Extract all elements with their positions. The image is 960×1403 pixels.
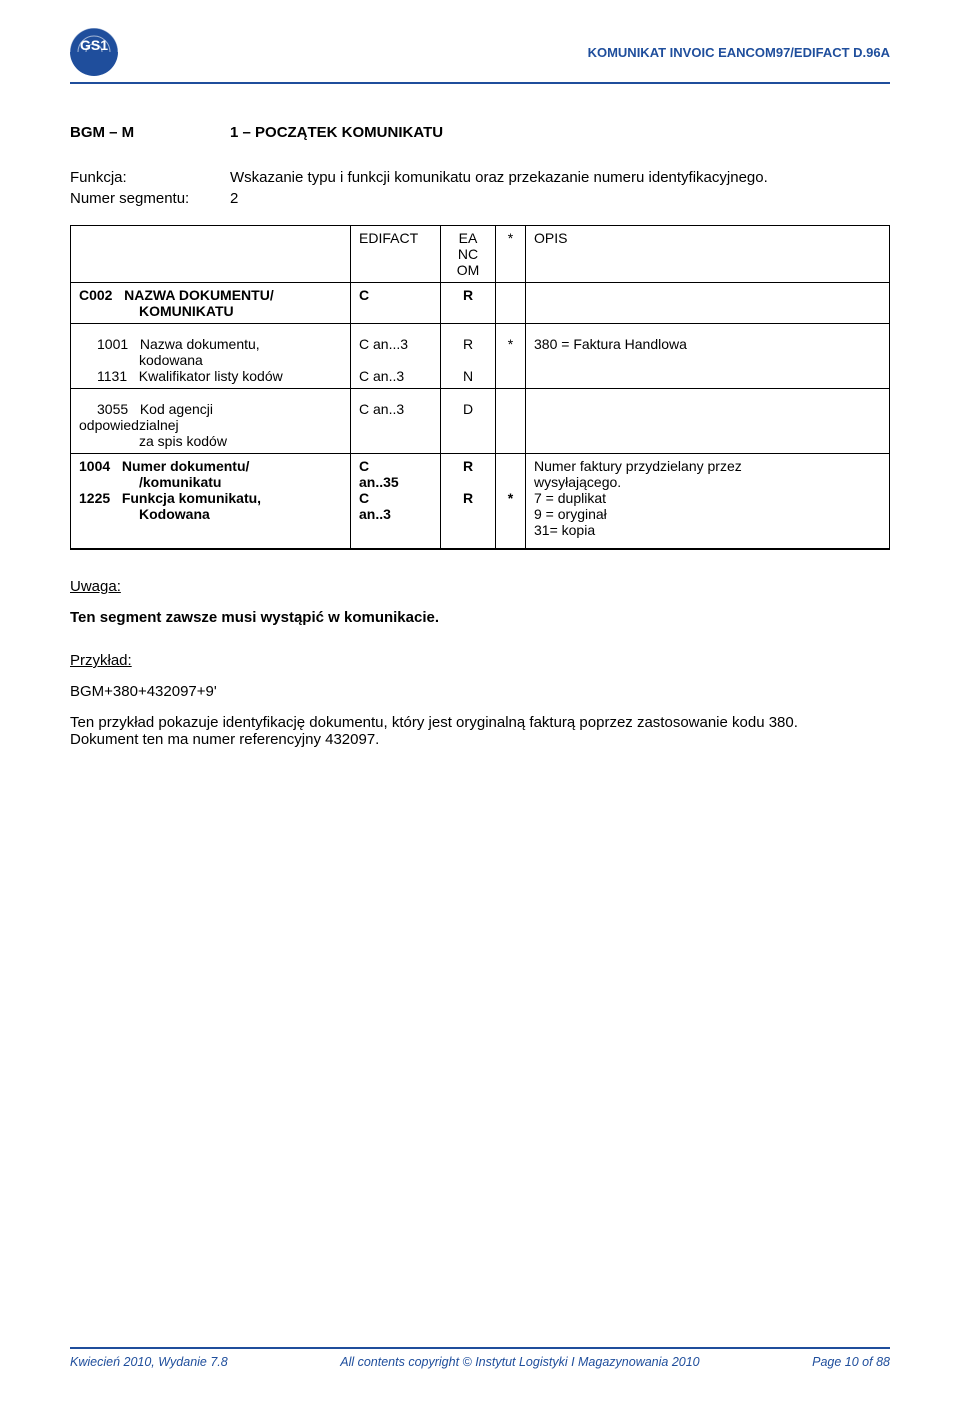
cell-code3: 1131 <box>79 368 127 384</box>
cell-edi3: C an..3 <box>359 368 404 384</box>
segment-table: EDIFACT EA NC OM * OPIS C002 NAZWA DOKUM… <box>70 225 890 550</box>
numer-row: Numer segmentu: 2 <box>70 190 890 207</box>
funkcja-row: Funkcja: Wskazanie typu i funkcji komuni… <box>70 169 890 186</box>
funkcja-label: Funkcja: <box>70 169 230 186</box>
th-ea1: EA <box>459 230 478 246</box>
footer-right: Page 10 of 88 <box>812 1355 890 1369</box>
cell-edi4: C an..3 <box>359 401 404 417</box>
segment-heading: BGM – M 1 – POCZĄTEK KOMUNIKATU <box>70 124 890 141</box>
table-row: 3055 Kod agencji odpowiedzialnej za spis… <box>71 389 890 454</box>
numer-label: Numer segmentu: <box>70 190 230 207</box>
th-star: * <box>496 226 526 283</box>
cell-name3: Kwalifikator listy kodów <box>139 368 283 384</box>
uwaga-heading: Uwaga: <box>70 578 890 595</box>
header-bar: GS1 KOMUNIKAT INVOIC EANCOM97/EDIFACT D.… <box>70 0 890 76</box>
cell-opis6b: 9 = oryginał <box>534 506 607 522</box>
footer-rule <box>70 1347 890 1349</box>
cell-name4b: odpowiedzialnej <box>79 417 179 433</box>
th-edifact: EDIFACT <box>351 226 441 283</box>
cell-edi6a: C <box>359 490 369 506</box>
cell-name6b: Kodowana <box>79 506 210 522</box>
cell-edi5a: C <box>359 458 369 474</box>
svg-text:GS1: GS1 <box>80 37 108 53</box>
cell-code5: 1004 <box>79 458 110 474</box>
cell-opis5a: Numer faktury przydzielany przez <box>534 458 742 474</box>
cell-name: Nazwa dokumentu, <box>140 336 260 352</box>
cell-ea2: R <box>463 336 473 352</box>
table-row: 1004 Numer dokumentu/ /komunikatu 1225 F… <box>71 454 890 550</box>
cell-name: NAZWA DOKUMENTU/ <box>124 287 274 303</box>
th-ea3: OM <box>457 262 480 278</box>
gs1-logo-icon: GS1 <box>70 28 118 76</box>
cell-name4a: Kod agencji <box>140 401 213 417</box>
cell-opis6a: 7 = duplikat <box>534 490 606 506</box>
cell-code6: 1225 <box>79 490 110 506</box>
cell-edi2: C an...3 <box>359 336 408 352</box>
page: GS1 KOMUNIKAT INVOIC EANCOM97/EDIFACT D.… <box>0 0 960 1403</box>
cell-edi: C <box>351 283 441 324</box>
footer-left: Kwiecień 2010, Wydanie 7.8 <box>70 1355 228 1369</box>
table-row: C002 NAZWA DOKUMENTU/ KOMUNIKATU C R <box>71 283 890 324</box>
table-row: 1001 Nazwa dokumentu, kodowana 1131 Kwal… <box>71 324 890 389</box>
cell-opis5b: wysyłającego. <box>534 474 621 490</box>
przyklad-heading: Przykład: <box>70 652 890 669</box>
cell-name5a: Numer dokumentu/ <box>122 458 250 474</box>
cell-code: C002 <box>79 287 112 303</box>
funkcja-text: Wskazanie typu i funkcji komunikatu oraz… <box>230 169 890 186</box>
segment-code: BGM – M <box>70 124 230 141</box>
cell-edi6b: an..3 <box>359 506 391 522</box>
cell-name5b: /komunikatu <box>79 474 221 490</box>
segment-title: 1 – POCZĄTEK KOMUNIKATU <box>230 124 443 141</box>
cell-code: 1001 <box>79 336 128 352</box>
cell-opis6c: 31= kopia <box>534 522 595 538</box>
cell-name2: kodowana <box>79 352 203 368</box>
numer-value: 2 <box>230 190 238 207</box>
cell-name6a: Funkcja komunikatu, <box>122 490 261 506</box>
table-header-row: EDIFACT EA NC OM * OPIS <box>71 226 890 283</box>
cell-star6: * <box>508 490 513 506</box>
explain-text-1: Ten przykład pokazuje identyfikację doku… <box>70 714 890 731</box>
footer: Kwiecień 2010, Wydanie 7.8 All contents … <box>70 1347 890 1369</box>
header-rule <box>70 82 890 84</box>
cell-name2: KOMUNIKATU <box>79 303 234 319</box>
segment-must-text: Ten segment zawsze musi wystąpić w komun… <box>70 609 890 626</box>
cell-ea6: R <box>463 490 473 506</box>
cell-edi5b: an..35 <box>359 474 399 490</box>
footer-center: All contents copyright © Instytut Logist… <box>340 1355 699 1369</box>
th-opis: OPIS <box>526 226 890 283</box>
cell-opis2: 380 = Faktura Handlowa <box>534 336 687 352</box>
cell-code4: 3055 <box>79 401 128 417</box>
cell-ea4: D <box>463 401 473 417</box>
cell-star2: * <box>508 336 513 352</box>
cell-name4c: za spis kodów <box>79 433 227 449</box>
explain-text-2: Dokument ten ma numer referencyjny 43209… <box>70 731 890 748</box>
cell-ea3: N <box>463 368 473 384</box>
header-title: KOMUNIKAT INVOIC EANCOM97/EDIFACT D.96A <box>588 45 890 60</box>
th-ea2: NC <box>458 246 478 262</box>
cell-ea5: R <box>463 458 473 474</box>
cell-ea: R <box>441 283 496 324</box>
example-code: BGM+380+432097+9' <box>70 683 890 700</box>
